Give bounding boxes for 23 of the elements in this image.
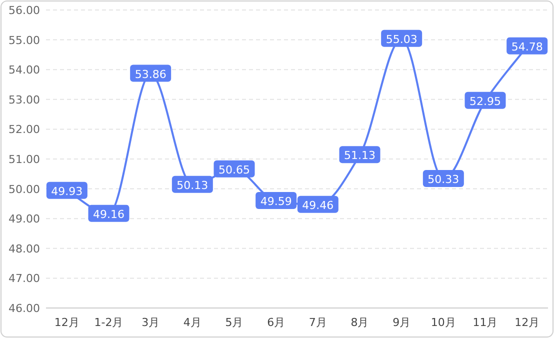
x-tick-label: 7月 (308, 316, 327, 329)
y-tick-label: 53.00 (8, 93, 40, 106)
x-tick-label: 12月 (514, 316, 540, 329)
x-tick-label: 3月 (142, 316, 160, 329)
y-tick-label: 49.00 (8, 212, 40, 226)
y-tick-label: 50.00 (8, 182, 40, 196)
x-tick-label: 11月 (472, 316, 498, 329)
y-tick-label: 55.00 (8, 34, 40, 47)
x-tick-label: 4月 (183, 316, 202, 329)
x-tick-label: 9月 (392, 316, 411, 329)
x-tick-label: 8月 (350, 316, 369, 329)
x-tick-label: 12月 (54, 316, 80, 329)
y-tick-label: 56.00 (8, 4, 40, 17)
y-tick-label: 51.00 (8, 153, 40, 166)
y-tick-label: 52.00 (8, 123, 40, 136)
y-tick-label: 48.00 (8, 242, 40, 256)
y-tick-label: 47.00 (8, 272, 40, 286)
x-tick-label: 1-2月 (94, 316, 124, 329)
x-tick-label: 10月 (430, 316, 456, 329)
x-tick-label: 6月 (267, 316, 286, 329)
y-tick-label: 46.00 (8, 302, 40, 315)
x-tick-label: 5月 (225, 316, 244, 329)
y-tick-label: 54.00 (8, 64, 40, 77)
